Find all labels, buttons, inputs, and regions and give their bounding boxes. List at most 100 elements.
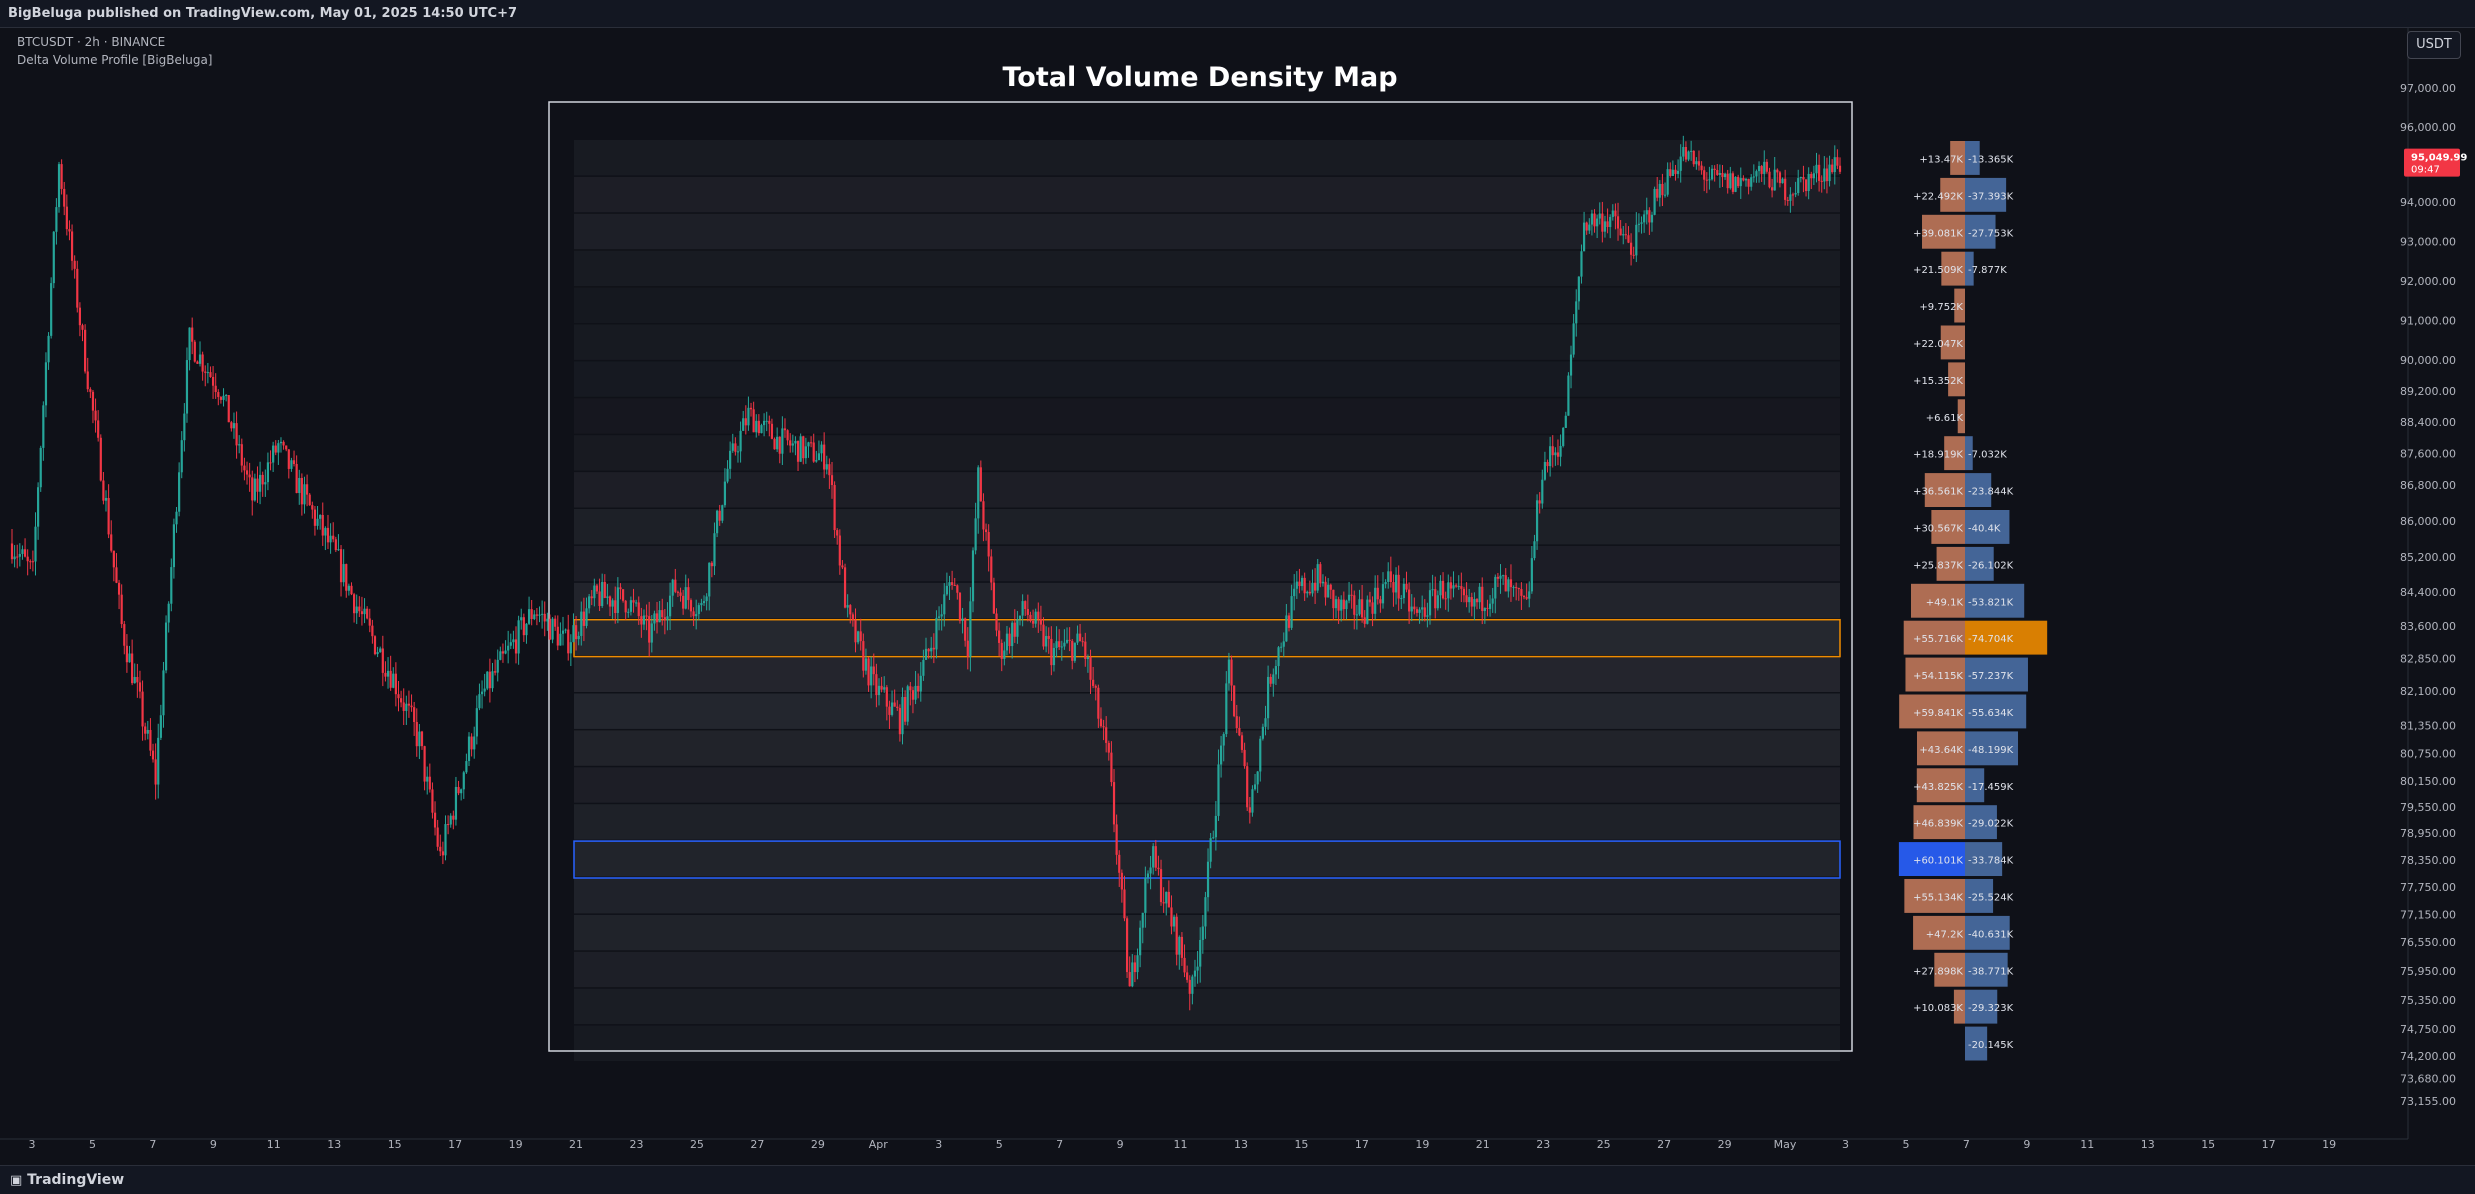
candle-body	[1282, 641, 1285, 647]
buy-volume-label: +46.839K	[1913, 819, 1963, 830]
candle-body	[1123, 889, 1126, 919]
candle-body	[201, 354, 204, 372]
candle-body	[590, 596, 593, 599]
price-tick-label: 75,350.00	[2400, 994, 2456, 1007]
brand-label: TradingView	[27, 1172, 125, 1188]
candle-body	[1327, 584, 1330, 598]
candle-body	[1008, 633, 1011, 647]
candle-body	[1139, 927, 1142, 956]
buy-volume-bar	[1898, 842, 1965, 876]
time-tick-label: 19	[509, 1138, 523, 1151]
candle-body	[687, 587, 690, 601]
candle-body	[253, 478, 256, 501]
candle-body	[1564, 415, 1567, 428]
candle-body	[42, 405, 45, 448]
candle-body	[131, 653, 134, 684]
candle-body	[1152, 846, 1155, 868]
candle-body	[1496, 576, 1500, 579]
candle-body	[1248, 807, 1251, 813]
time-tick-label: 5	[1902, 1138, 1909, 1151]
candle-body	[1603, 221, 1607, 232]
sell-volume-label: -55.634K	[1968, 708, 2014, 719]
candle-body	[379, 648, 382, 653]
candle-body	[1823, 168, 1826, 182]
candle-body	[386, 670, 390, 677]
candle-body	[948, 582, 951, 586]
candle-body	[1486, 607, 1489, 609]
candle-body	[366, 608, 369, 619]
candle-body	[1818, 164, 1821, 181]
price-tick-label: 79,550.00	[2400, 801, 2456, 814]
candle-body	[998, 630, 1001, 643]
sell-volume-bar	[1965, 214, 1996, 249]
candle-body	[136, 676, 139, 683]
candle-body	[809, 442, 813, 444]
indicator-line[interactable]: Delta Volume Profile [BigBeluga]	[17, 53, 213, 67]
candle-body	[1663, 194, 1667, 196]
candle-body	[1812, 173, 1815, 179]
candle-body	[945, 585, 948, 595]
candle-body	[580, 611, 583, 636]
candle-body	[940, 614, 943, 617]
candle-body	[1449, 582, 1452, 589]
candle-body	[183, 413, 186, 441]
candle-body	[313, 509, 317, 526]
candle-body	[1765, 161, 1768, 172]
candle-body	[1112, 782, 1116, 825]
candle-body	[888, 706, 891, 715]
candle-body	[1136, 955, 1139, 973]
candle-body	[225, 395, 228, 397]
candle-body	[470, 736, 473, 750]
candle-body	[1582, 222, 1586, 252]
tradingview-logo[interactable]: ▣ TradingView	[10, 1172, 124, 1188]
candle-body	[1760, 166, 1763, 174]
sell-volume-bar	[1965, 989, 1998, 1024]
candle-body	[1658, 183, 1661, 198]
candle-body	[1465, 595, 1468, 603]
candle-body	[1300, 577, 1304, 587]
time-tick-label: 9	[1117, 1138, 1124, 1151]
candle-body	[1431, 589, 1434, 591]
candle-body	[138, 682, 142, 692]
candle-body	[1577, 276, 1580, 302]
time-tick-label: 13	[1234, 1138, 1248, 1151]
candle-body	[535, 614, 538, 616]
candle-body	[1682, 147, 1685, 157]
price-tick-label: 97,000.00	[2400, 82, 2456, 95]
buy-volume-bar	[1899, 694, 1965, 729]
chart-canvas[interactable]: +13.47K -13.365K+22.492K -37.393K+39.081K -…	[0, 27, 2475, 1166]
time-tick-label: 7	[149, 1138, 156, 1151]
candle-body	[1679, 156, 1682, 171]
candle-body	[1481, 586, 1484, 612]
candle-body	[569, 642, 572, 654]
candle-body	[1475, 599, 1479, 603]
candle-body	[496, 659, 499, 673]
currency-button[interactable]: USDT	[2407, 31, 2461, 59]
candle-body	[31, 561, 34, 563]
candle-body	[1311, 582, 1314, 594]
candle-body	[107, 497, 110, 535]
price-tick-label: 78,350.00	[2400, 854, 2456, 867]
buy-volume-bar	[1941, 251, 1965, 286]
candle-body	[1468, 597, 1471, 603]
sell-volume-bar	[1965, 510, 2010, 544]
buy-volume-label: +21.509K	[1913, 265, 1963, 276]
candle-body	[287, 449, 290, 469]
buy-volume-label: +13.47K	[1919, 154, 1963, 165]
candle-body	[217, 392, 220, 398]
candle-body	[721, 505, 724, 521]
candle-body	[812, 442, 815, 462]
candle-body	[1676, 170, 1680, 174]
time-tick-label: 11	[267, 1138, 281, 1151]
candle-body	[901, 697, 904, 735]
candle-body	[1034, 611, 1037, 624]
bottom-bar: ▣ TradingView	[0, 1165, 2475, 1194]
candle-body	[1434, 589, 1437, 609]
candle-body	[1277, 647, 1280, 667]
candle-body	[1217, 764, 1220, 816]
candle-body	[499, 651, 502, 660]
candle-body	[1042, 624, 1045, 647]
density-band	[574, 693, 1840, 729]
candle-body	[1368, 599, 1372, 603]
candle-body	[52, 231, 55, 284]
